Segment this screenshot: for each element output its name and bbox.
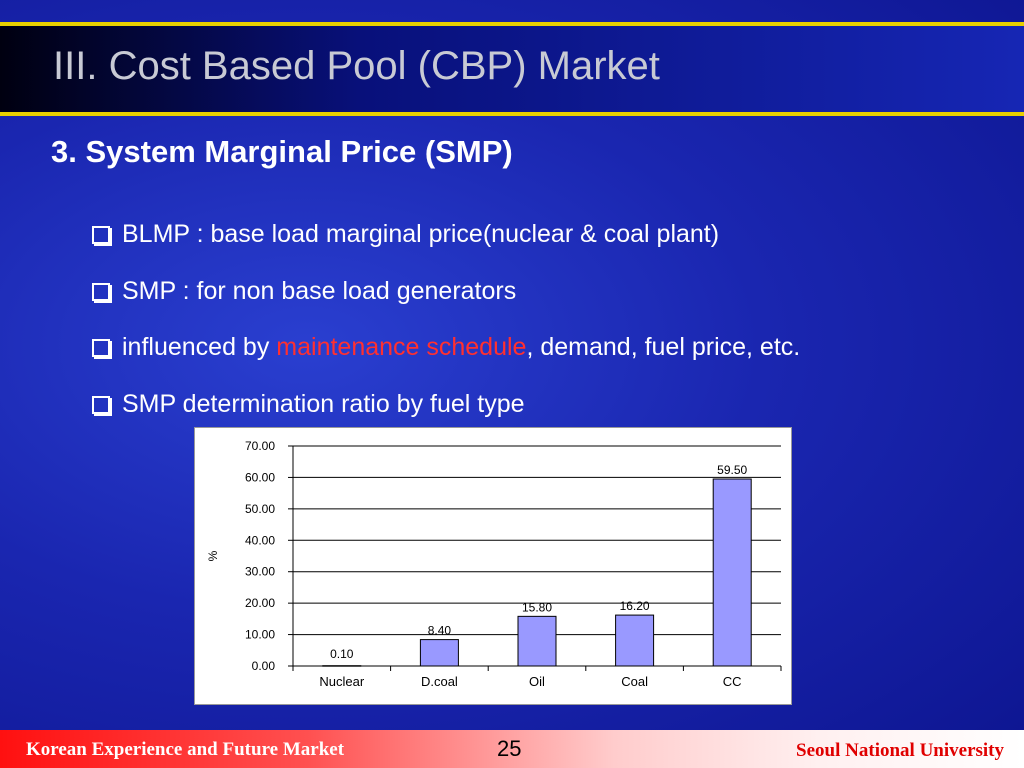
page-number: 25 bbox=[497, 736, 522, 761]
checkbox-bullet-icon bbox=[92, 395, 110, 414]
data-label: 15.80 bbox=[522, 600, 552, 614]
bullet-item: influenced by maintenance schedule, dema… bbox=[92, 319, 800, 376]
checkbox-bullet-icon bbox=[92, 282, 110, 301]
bar bbox=[615, 614, 655, 667]
x-tick-label: D.coal bbox=[421, 674, 458, 689]
y-tick-label: 50.00 bbox=[245, 502, 275, 516]
y-tick-label: 70.00 bbox=[245, 439, 275, 453]
title-bottom-line bbox=[0, 112, 1024, 116]
footer-bar: Korean Experience and Future Market 25 S… bbox=[0, 730, 1024, 768]
y-axis-label: % bbox=[206, 550, 220, 561]
y-tick-label: 30.00 bbox=[245, 565, 275, 579]
bullet-text-post: , demand, fuel price, etc. bbox=[526, 333, 801, 362]
x-tick-label: Coal bbox=[621, 674, 648, 689]
slide-subtitle: 3. System Marginal Price (SMP) bbox=[51, 134, 513, 169]
data-label: 0.10 bbox=[330, 647, 354, 661]
bullet-item: BLMP : base load marginal price(nuclear … bbox=[92, 206, 800, 263]
title-band bbox=[0, 26, 1024, 112]
footer-right-text: Seoul National University bbox=[796, 740, 1004, 761]
bullet-item: SMP : for non base load generators bbox=[92, 263, 800, 320]
bullet-list: BLMP : base load marginal price(nuclear … bbox=[92, 206, 800, 432]
chart-container: 0.00 10.00 20.00 30.00 40.00 50.00 60.00 70.00%… bbox=[194, 427, 792, 705]
data-label: 8.40 bbox=[428, 624, 452, 638]
bar-chart: 0.00 10.00 20.00 30.00 40.00 50.00 60.00 70.00%… bbox=[206, 439, 782, 689]
bullet-text: SMP determination ratio by fuel type bbox=[122, 389, 525, 418]
y-tick-label: 10.00 bbox=[245, 628, 275, 642]
bullet-item: SMP determination ratio by fuel type bbox=[92, 376, 800, 433]
bar bbox=[517, 615, 557, 667]
bullet-text: BLMP : base load marginal price(nuclear … bbox=[122, 220, 720, 249]
x-tick-label: Nuclear bbox=[319, 674, 364, 689]
bullet-text-pre: influenced by bbox=[122, 333, 277, 362]
y-tick-label: 20.00 bbox=[245, 596, 275, 610]
checkbox-bullet-icon bbox=[92, 226, 110, 245]
title-top-line bbox=[0, 22, 1024, 26]
data-label: 59.50 bbox=[717, 463, 747, 477]
x-tick-label: CC bbox=[723, 674, 742, 689]
data-label: 16.20 bbox=[620, 599, 650, 613]
y-tick-label: 0.00 bbox=[252, 659, 276, 673]
bullet-text: SMP : for non base load generators bbox=[122, 276, 517, 305]
slide-title: III. Cost Based Pool (CBP) Market bbox=[53, 44, 660, 88]
bullet-highlight: maintenance schedule bbox=[276, 333, 527, 362]
bar bbox=[712, 478, 752, 667]
x-tick-label: Oil bbox=[529, 674, 545, 689]
checkbox-bullet-icon bbox=[92, 339, 110, 358]
footer-left-text: Korean Experience and Future Market bbox=[26, 739, 345, 760]
bar bbox=[322, 665, 362, 667]
y-tick-label: 40.00 bbox=[245, 533, 275, 547]
bar bbox=[419, 639, 459, 667]
y-tick-label: 60.00 bbox=[245, 470, 275, 484]
